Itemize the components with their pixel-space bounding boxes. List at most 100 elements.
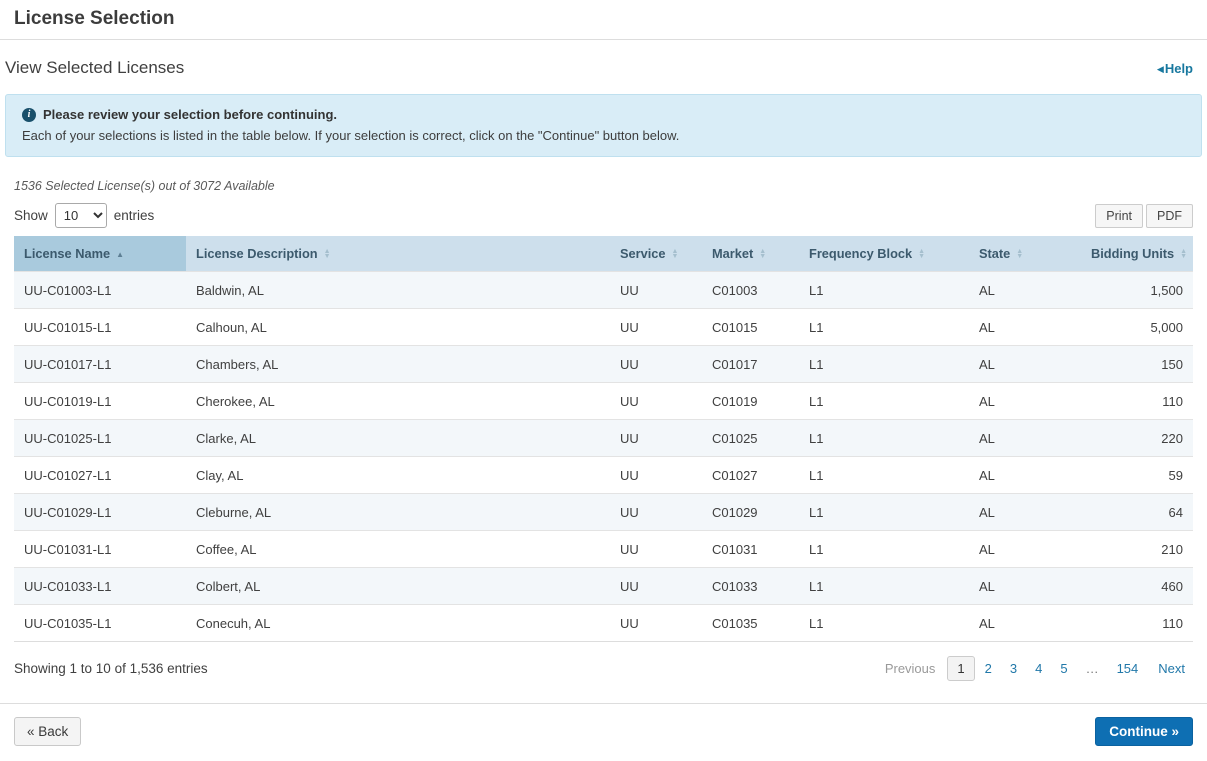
cell-frequency-block: L1 <box>799 567 969 605</box>
info-alert: i Please review your selection before co… <box>5 94 1202 157</box>
cell-license-name: UU-C01025-L1 <box>14 419 186 457</box>
info-icon: i <box>22 107 36 122</box>
cell-service: UU <box>610 345 702 383</box>
cell-service: UU <box>610 382 702 420</box>
table-footer: Showing 1 to 10 of 1,536 entries Previou… <box>14 642 1193 681</box>
pagination-ellipsis: … <box>1085 661 1099 676</box>
column-header-state[interactable]: State ▲ ▼ <box>969 236 1081 272</box>
cell-license-description: Cleburne, AL <box>186 493 610 531</box>
cell-bidding-units: 220 <box>1081 419 1193 457</box>
cell-license-name: UU-C01033-L1 <box>14 567 186 605</box>
cell-bidding-units: 110 <box>1081 382 1193 420</box>
column-label: Market <box>712 246 754 261</box>
column-header-frequency-block[interactable]: Frequency Block ▲ ▼ <box>799 236 969 272</box>
continue-button[interactable]: Continue » <box>1095 717 1193 746</box>
cell-service: UU <box>610 419 702 457</box>
cell-license-name: UU-C01003-L1 <box>14 271 186 309</box>
pagination-page-3[interactable]: 3 <box>1009 661 1018 676</box>
pagination-previous[interactable]: Previous <box>884 661 936 676</box>
show-entries-control: Show 10 entries <box>14 203 154 228</box>
pagination-page-2[interactable]: 2 <box>984 661 992 676</box>
cell-state: AL <box>969 456 1081 494</box>
pdf-button[interactable]: PDF <box>1146 204 1193 228</box>
page-header: License Selection <box>0 0 1207 39</box>
cell-bidding-units: 64 <box>1081 493 1193 531</box>
table-controls: Show 10 entries Print PDF <box>14 203 1193 236</box>
sort-both-icon: ▲ ▼ <box>671 247 679 260</box>
column-header-license-description[interactable]: License Description ▲ ▼ <box>186 236 610 272</box>
pagination-page-1[interactable]: 1 <box>947 656 975 681</box>
cell-bidding-units: 59 <box>1081 456 1193 494</box>
cell-license-name: UU-C01035-L1 <box>14 604 186 642</box>
cell-license-description: Clarke, AL <box>186 419 610 457</box>
page-size-select[interactable]: 10 <box>54 203 107 228</box>
back-button[interactable]: « Back <box>14 717 82 746</box>
cell-market: C01033 <box>702 567 799 605</box>
column-label: Service <box>620 246 666 261</box>
header-divider <box>0 39 1207 40</box>
cell-service: UU <box>610 530 702 568</box>
help-arrow-icon: ◀ <box>1156 64 1164 74</box>
cell-license-name: UU-C01031-L1 <box>14 530 186 568</box>
cell-state: AL <box>969 271 1081 309</box>
cell-market: C01035 <box>702 604 799 642</box>
sort-both-icon: ▲ ▼ <box>1016 247 1024 260</box>
sort-both-icon: ▲ ▼ <box>323 247 331 260</box>
pagination-page-5[interactable]: 5 <box>1060 661 1068 676</box>
cell-bidding-units: 110 <box>1081 604 1193 642</box>
table-header-row: License Name ▲ License Description ▲ ▼ Servic… <box>14 236 1193 272</box>
cell-market: C01003 <box>702 271 799 309</box>
column-header-license-name[interactable]: License Name ▲ <box>14 236 186 272</box>
cell-market: C01029 <box>702 493 799 531</box>
print-button[interactable]: Print <box>1095 204 1143 228</box>
column-header-service[interactable]: Service ▲ ▼ <box>610 236 702 272</box>
table-row: UU-C01015-L1 Calhoun, AL UU C01015 L1 AL 5,000 <box>14 308 1193 346</box>
pagination-next[interactable]: Next <box>1158 661 1185 676</box>
table-row: UU-C01033-L1 Colbert, AL UU C01033 L1 AL 460 <box>14 567 1193 605</box>
cell-frequency-block: L1 <box>799 308 969 346</box>
cell-frequency-block: L1 <box>799 345 969 383</box>
cell-frequency-block: L1 <box>799 456 969 494</box>
cell-state: AL <box>969 604 1081 642</box>
table-body: UU-C01003-L1 Baldwin, AL UU C01003 L1 AL 1,500… <box>14 271 1193 642</box>
cell-state: AL <box>969 382 1081 420</box>
main-content: View Selected Licenses ◀Help i Please re… <box>0 40 1207 681</box>
cell-state: AL <box>969 419 1081 457</box>
column-label: Frequency Block <box>809 246 913 261</box>
column-header-bidding-units[interactable]: Bidding Units ▲ ▼ <box>1081 236 1193 272</box>
table-row: UU-C01025-L1 Clarke, AL UU C01025 L1 AL 220 <box>14 419 1193 457</box>
cell-market: C01017 <box>702 345 799 383</box>
cell-service: UU <box>610 604 702 642</box>
cell-license-description: Cherokee, AL <box>186 382 610 420</box>
cell-license-name: UU-C01019-L1 <box>14 382 186 420</box>
column-header-market[interactable]: Market ▲ ▼ <box>702 236 799 272</box>
table-row: UU-C01003-L1 Baldwin, AL UU C01003 L1 AL 1,500 <box>14 271 1193 309</box>
table-row: UU-C01035-L1 Conecuh, AL UU C01035 L1 AL 110 <box>14 604 1193 642</box>
cell-bidding-units: 150 <box>1081 345 1193 383</box>
help-link[interactable]: ◀Help <box>1157 61 1193 76</box>
cell-state: AL <box>969 493 1081 531</box>
pagination: Previous 1 2 3 4 5 … 154 Next <box>877 656 1193 681</box>
cell-license-name: UU-C01029-L1 <box>14 493 186 531</box>
cell-service: UU <box>610 271 702 309</box>
cell-state: AL <box>969 308 1081 346</box>
sort-both-icon: ▲ ▼ <box>1180 247 1188 260</box>
cell-frequency-block: L1 <box>799 271 969 309</box>
cell-market: C01025 <box>702 419 799 457</box>
table-row: UU-C01029-L1 Cleburne, AL UU C01029 L1 AL 64 <box>14 493 1193 531</box>
cell-license-description: Calhoun, AL <box>186 308 610 346</box>
footer-actions: « Back Continue » <box>0 704 1207 759</box>
alert-title: Please review your selection before cont… <box>43 107 338 122</box>
showing-entries: Showing 1 to 10 of 1,536 entries <box>14 661 208 676</box>
section-header: View Selected Licenses ◀Help <box>5 58 1202 78</box>
page-title: License Selection <box>14 8 175 29</box>
cell-license-name: UU-C01015-L1 <box>14 308 186 346</box>
cell-frequency-block: L1 <box>799 530 969 568</box>
pagination-page-4[interactable]: 4 <box>1035 661 1043 676</box>
alert-title-row: i Please review your selection before co… <box>22 107 1185 122</box>
pagination-page-154[interactable]: 154 <box>1116 661 1139 676</box>
alert-body: Each of your selections is listed in the… <box>22 128 680 143</box>
selection-summary: 1536 Selected License(s) out of 3072 Ava… <box>14 179 275 193</box>
cell-frequency-block: L1 <box>799 604 969 642</box>
footer-divider <box>0 703 1207 704</box>
